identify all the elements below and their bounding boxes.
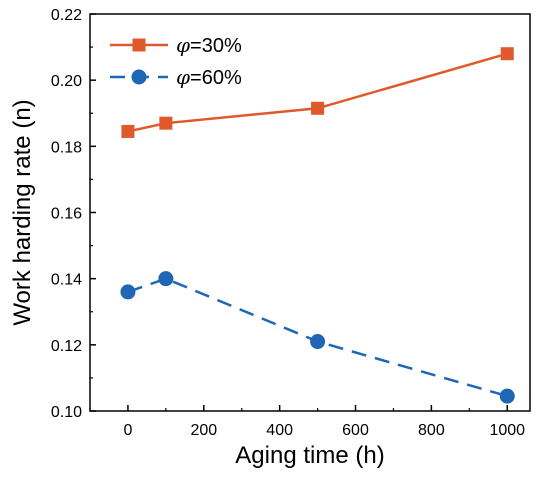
y-axis-label: Work harding rate (n)	[9, 99, 36, 325]
data-point	[499, 388, 515, 404]
plot-area	[89, 13, 531, 412]
y-tick-label: 0.22	[51, 7, 82, 24]
x-axis: 0 200 400 600 800 1000	[89, 405, 525, 439]
series-line	[127, 52, 508, 133]
legend-label: φ=30%	[176, 33, 242, 57]
x-axis-label: Aging time (h)	[235, 442, 384, 469]
y-tick-label: 0.10	[51, 404, 82, 421]
legend-label-text: =30%	[190, 35, 242, 57]
legend: φ=30%φ=60%	[110, 33, 242, 89]
y-tick-label: 0.18	[51, 139, 82, 156]
series-layer	[120, 47, 515, 404]
data-point	[159, 116, 173, 130]
series-line	[127, 277, 508, 398]
legend-item: φ=60%	[110, 65, 242, 89]
legend-label-symbol: φ	[176, 33, 190, 57]
x-tick-label: 200	[190, 422, 217, 439]
plot-frame	[89, 13, 531, 412]
legend-label-text: =60%	[190, 67, 242, 89]
legend-label-symbol: φ	[176, 65, 190, 89]
y-axis: 0.10 0.12 0.14 0.16 0.18 0.20 0.22	[51, 7, 96, 421]
data-point	[310, 334, 326, 350]
x-tick-label: 1000	[489, 422, 525, 439]
legend-marker	[131, 69, 147, 85]
x-tick-label: 800	[418, 422, 445, 439]
x-tick-label: 400	[266, 422, 293, 439]
x-tick-label: 0	[123, 422, 132, 439]
data-point	[158, 271, 174, 287]
y-tick-label: 0.20	[51, 73, 82, 90]
y-tick-label: 0.12	[51, 338, 82, 355]
data-point	[311, 101, 325, 115]
data-point	[120, 284, 136, 300]
series-2	[120, 271, 515, 404]
legend-label: φ=60%	[176, 65, 242, 89]
legend-marker	[132, 38, 146, 52]
y-tick-label: 0.16	[51, 206, 82, 223]
y-tick-label: 0.14	[51, 272, 82, 289]
x-tick-label: 600	[342, 422, 369, 439]
legend-item: φ=30%	[110, 33, 242, 57]
data-point	[121, 124, 135, 138]
series-1	[121, 47, 514, 138]
data-point	[500, 47, 514, 61]
